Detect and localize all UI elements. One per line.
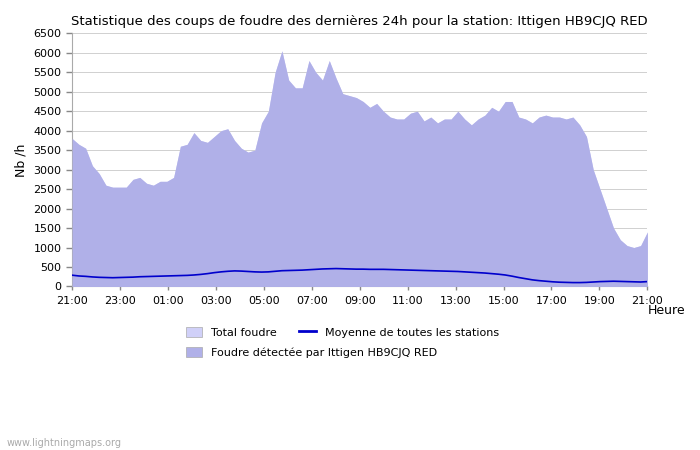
Text: www.lightningmaps.org: www.lightningmaps.org bbox=[7, 438, 122, 448]
Title: Statistique des coups de foudre des dernières 24h pour la station: Ittigen HB9CJ: Statistique des coups de foudre des dern… bbox=[71, 15, 648, 28]
Y-axis label: Nb /h: Nb /h bbox=[15, 143, 28, 176]
Legend: Foudre détectée par Ittigen HB9CJQ RED: Foudre détectée par Ittigen HB9CJQ RED bbox=[181, 342, 442, 362]
Text: Heure: Heure bbox=[648, 304, 685, 317]
